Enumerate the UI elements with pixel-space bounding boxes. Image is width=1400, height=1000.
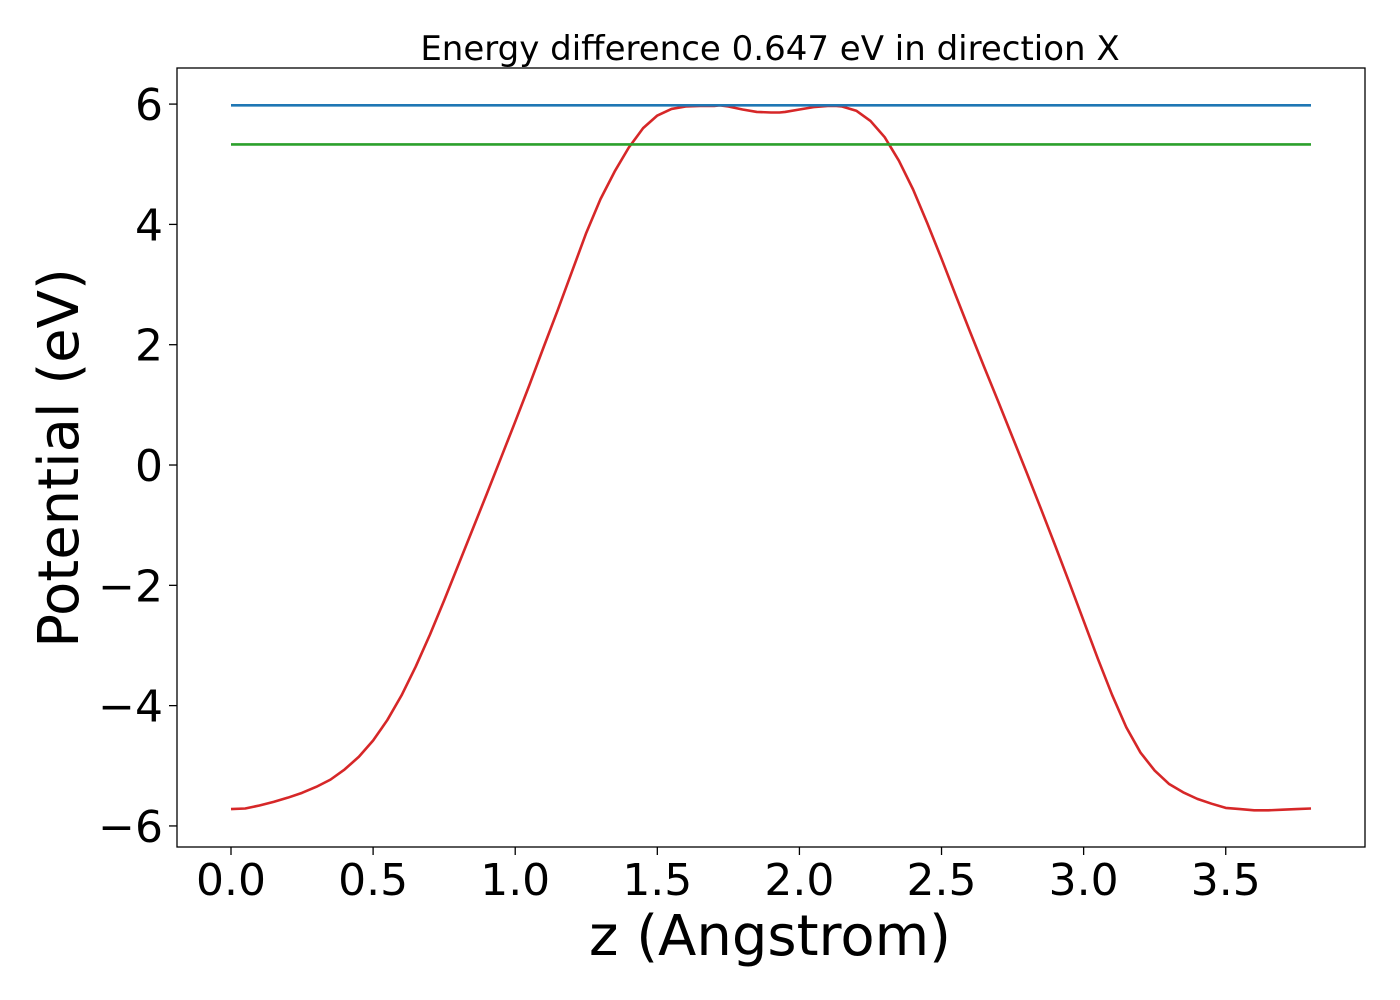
y-axis-label: Potential (eV) [27,268,92,648]
y-axis-ticks: −6 −4 −2 0 2 4 6 [98,80,177,853]
series-layer [230,104,1312,812]
plot-frame [176,67,1366,848]
series-line-0 [230,104,1312,812]
x-axis-ticks: 0.0 0.5 1.0 1.5 2.0 2.5 3.0 3.5 [196,847,1261,906]
y-tick-label: 0 [135,441,163,492]
x-tick-label: 3.0 [1049,855,1119,906]
x-tick-label: 0.5 [338,855,408,906]
x-tick-label: 2.0 [764,855,834,906]
y-tick-label: 4 [135,200,163,251]
x-tick-label: 1.0 [480,855,550,906]
x-axis-label: z (Angstrom) [589,904,951,969]
y-tick-label: −6 [98,802,163,853]
y-tick-label: 2 [135,321,163,372]
x-tick-label: 1.5 [622,855,692,906]
x-tick-label: 3.5 [1191,855,1261,906]
y-tick-label: −2 [98,561,163,612]
x-tick-label: 2.5 [907,855,977,906]
y-tick-label: 6 [135,80,163,131]
x-tick-label: 0.0 [196,855,266,906]
chart-title: Energy difference 0.647 eV in direction … [420,29,1119,69]
y-tick-label: −4 [98,682,163,733]
